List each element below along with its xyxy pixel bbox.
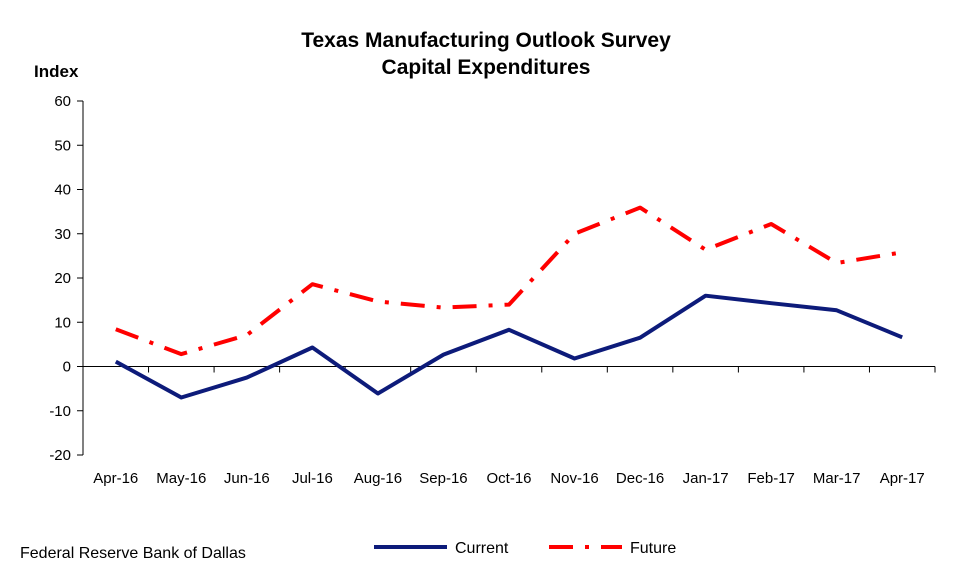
source-note: Federal Reserve Bank of Dallas	[20, 545, 246, 562]
y-tick-label: 30	[54, 226, 71, 243]
x-tick-label: Apr-16	[93, 470, 138, 487]
x-tick-label: Aug-16	[354, 470, 402, 487]
y-tick-label: 50	[54, 137, 71, 154]
series-line-current	[114, 293, 903, 400]
y-tick-label: 60	[54, 93, 71, 110]
series-layer	[114, 205, 903, 400]
x-tick-label: Feb-17	[747, 470, 795, 487]
x-tick-label: Sep-16	[419, 470, 467, 487]
x-tick-label: May-16	[156, 470, 206, 487]
x-tick-label: Mar-17	[813, 470, 861, 487]
y-tick-label: -10	[49, 403, 71, 420]
y-tick-label: -20	[49, 447, 71, 464]
chart-subtitle: Capital Expenditures	[382, 56, 591, 79]
series-line-future	[115, 205, 903, 357]
x-tick-label: Oct-16	[486, 470, 531, 487]
chart-title: Texas Manufacturing Outlook Survey	[301, 29, 671, 52]
x-tick-label: Dec-16	[616, 470, 664, 487]
x-tick-label: Jun-16	[224, 470, 270, 487]
y-tick-label: 20	[54, 270, 71, 287]
y-tick-label: 10	[54, 314, 71, 331]
legend: Current Future	[374, 540, 676, 557]
legend-label-future: Future	[630, 540, 676, 557]
y-axis-label: Index	[34, 62, 79, 81]
x-tick-label: Nov-16	[550, 470, 598, 487]
x-tick-label: Jan-17	[683, 470, 729, 487]
axes: -20 -10 0 10 20 30 40 50 60 Apr-16 May-16 Jun-16 Jul…	[49, 93, 936, 487]
y-tick-label: 40	[54, 182, 71, 199]
x-tick-label: Jul-16	[292, 470, 333, 487]
x-tick-label: Apr-17	[880, 470, 925, 487]
y-tick-label: 0	[63, 359, 71, 376]
legend-label-current: Current	[455, 540, 509, 557]
